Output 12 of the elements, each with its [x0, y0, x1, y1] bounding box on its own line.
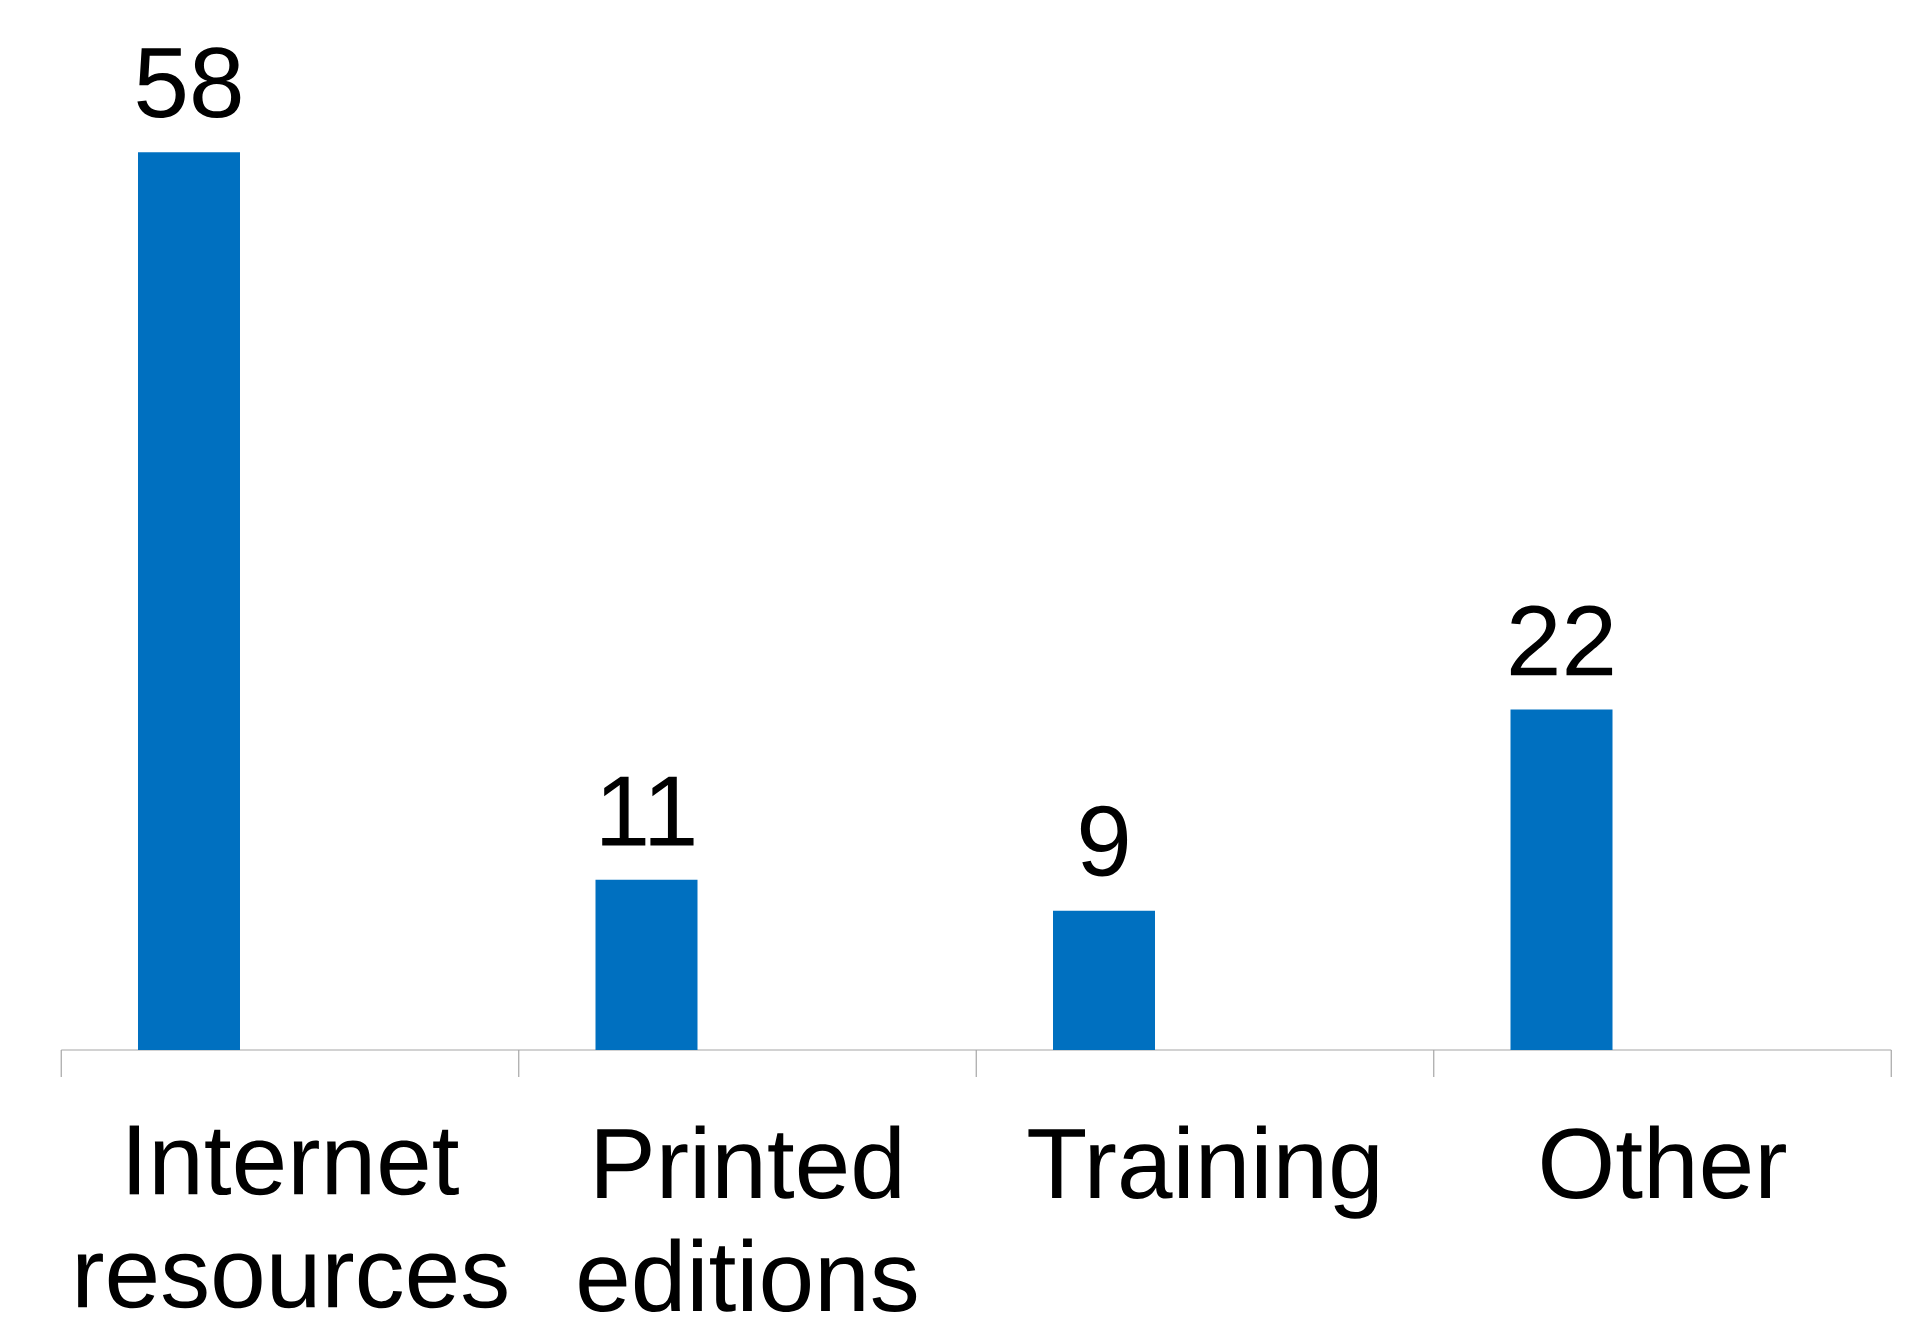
data-label: 58 [137, 47, 241, 118]
data-label: 22 [1510, 605, 1613, 676]
bar [595, 879, 698, 1050]
bar [138, 152, 240, 1050]
data-label: 11 [602, 776, 694, 846]
x-tick-label: Printed editions [579, 1125, 917, 1312]
bar [1510, 709, 1613, 1050]
x-tick-label: Training [1028, 1125, 1378, 1219]
x-tick-label: Other [1542, 1125, 1786, 1199]
x-tick-label: Internet resources [77, 1125, 507, 1309]
data-label: 9 [1080, 805, 1128, 877]
bar [1053, 910, 1155, 1050]
